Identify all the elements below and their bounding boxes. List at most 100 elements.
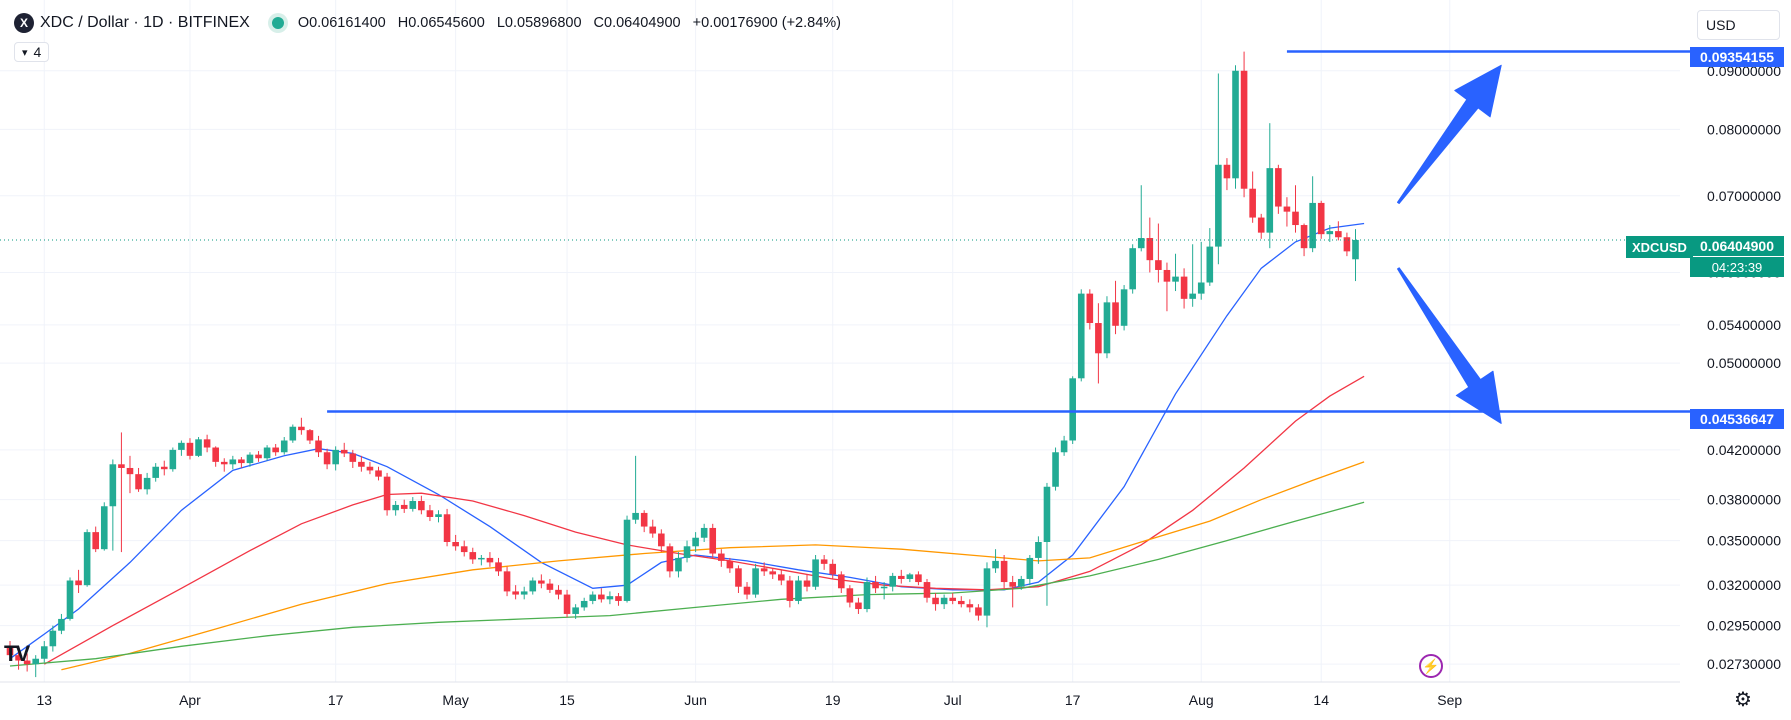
direction-arrow	[1397, 267, 1502, 424]
candle-body	[495, 562, 502, 572]
candle	[520, 586, 528, 600]
y-tick-label: 0.03800000	[1707, 492, 1781, 508]
candle	[1129, 244, 1136, 294]
candle	[855, 597, 862, 614]
candle-body	[897, 575, 905, 579]
candle-body	[1326, 231, 1334, 235]
candle	[203, 434, 211, 453]
candle-body	[1292, 211, 1299, 226]
candle-body	[606, 596, 614, 600]
candle	[735, 565, 742, 593]
candle	[443, 508, 451, 547]
candle-body	[700, 527, 708, 538]
candle-body	[40, 646, 48, 659]
candle	[375, 466, 382, 481]
candle-body	[1163, 269, 1171, 282]
candle	[400, 499, 408, 513]
candle-body	[135, 474, 142, 490]
indicators-toggle-button[interactable]: ▾ 4	[14, 42, 50, 62]
candle	[1000, 554, 1008, 589]
candles	[6, 51, 1359, 678]
tradingview-logo[interactable]: TV	[4, 641, 30, 666]
candle-body	[778, 574, 785, 581]
candle	[263, 445, 271, 461]
support-price-tag: 0.04536647	[1690, 409, 1784, 429]
candle-body	[1077, 293, 1085, 379]
candle	[23, 653, 31, 672]
candle-body	[795, 580, 802, 601]
candle	[58, 613, 65, 635]
candle	[829, 559, 837, 579]
candle-body	[32, 658, 40, 665]
candle	[880, 582, 888, 600]
candle	[135, 467, 142, 492]
candle	[812, 554, 819, 590]
candle-body	[306, 430, 314, 441]
candle	[340, 442, 348, 458]
candle-body	[298, 426, 305, 431]
candle	[1343, 232, 1351, 257]
candle-body	[572, 607, 579, 614]
candle	[769, 568, 777, 579]
lightning-bolt-icon[interactable]: ⚡	[1419, 654, 1443, 678]
candle	[255, 451, 262, 462]
candle-body	[1223, 164, 1231, 179]
candle	[760, 562, 768, 576]
chevron-down-icon: ▾	[22, 46, 28, 59]
chart-grid	[0, 0, 1680, 682]
candle	[580, 597, 588, 611]
candle-body	[580, 600, 588, 608]
x-tick-label: 17	[328, 692, 344, 708]
candle-body	[212, 447, 219, 462]
candle-body	[1017, 578, 1025, 587]
moving-average-line	[61, 461, 1365, 671]
gear-icon[interactable]: ⚙	[1734, 688, 1752, 711]
candle-body	[983, 568, 991, 616]
y-tick-label: 0.02730000	[1707, 656, 1781, 672]
candle	[503, 566, 511, 597]
candle	[452, 534, 459, 551]
candle-body	[1086, 293, 1094, 324]
x-tick-label: 15	[559, 692, 575, 708]
y-tick-label: 0.03500000	[1707, 533, 1781, 549]
moving-averages	[9, 222, 1365, 671]
candle-body	[66, 580, 74, 619]
candle	[435, 510, 442, 523]
candle-body	[349, 453, 357, 462]
candle	[983, 562, 991, 628]
candle	[863, 577, 871, 613]
candle-body	[709, 527, 717, 554]
y-tick-label: 0.04200000	[1707, 442, 1781, 458]
candle	[195, 437, 202, 458]
x-tick-label: 19	[825, 692, 841, 708]
candle	[495, 557, 502, 576]
candle	[683, 540, 691, 563]
candle	[1232, 65, 1239, 189]
candle	[906, 572, 914, 583]
currency-select[interactable]: USD	[1697, 10, 1780, 40]
candle-body	[632, 512, 639, 520]
candle-body	[478, 557, 485, 560]
candle	[940, 594, 948, 610]
x-tick-label: Aug	[1189, 692, 1214, 708]
candle	[1335, 221, 1342, 241]
candle	[1197, 241, 1205, 300]
candle	[1292, 185, 1299, 233]
candle-body	[1343, 237, 1351, 252]
candle	[915, 571, 922, 586]
candle	[392, 500, 399, 516]
candle	[743, 582, 751, 600]
candle	[932, 592, 939, 611]
candle-body	[75, 580, 82, 586]
candle	[572, 604, 579, 619]
candle	[1095, 303, 1102, 384]
y-tick-label: 0.07000000	[1707, 188, 1781, 204]
candle-body	[829, 563, 837, 575]
candle-body	[6, 648, 14, 656]
candle	[632, 455, 639, 524]
candle-body	[195, 439, 202, 456]
change-value: +0.00176900 (+2.84%)	[692, 15, 841, 31]
symbol-title[interactable]: XDC / Dollar · 1D · BITFINEX	[40, 14, 250, 31]
candle-body	[1317, 202, 1325, 235]
